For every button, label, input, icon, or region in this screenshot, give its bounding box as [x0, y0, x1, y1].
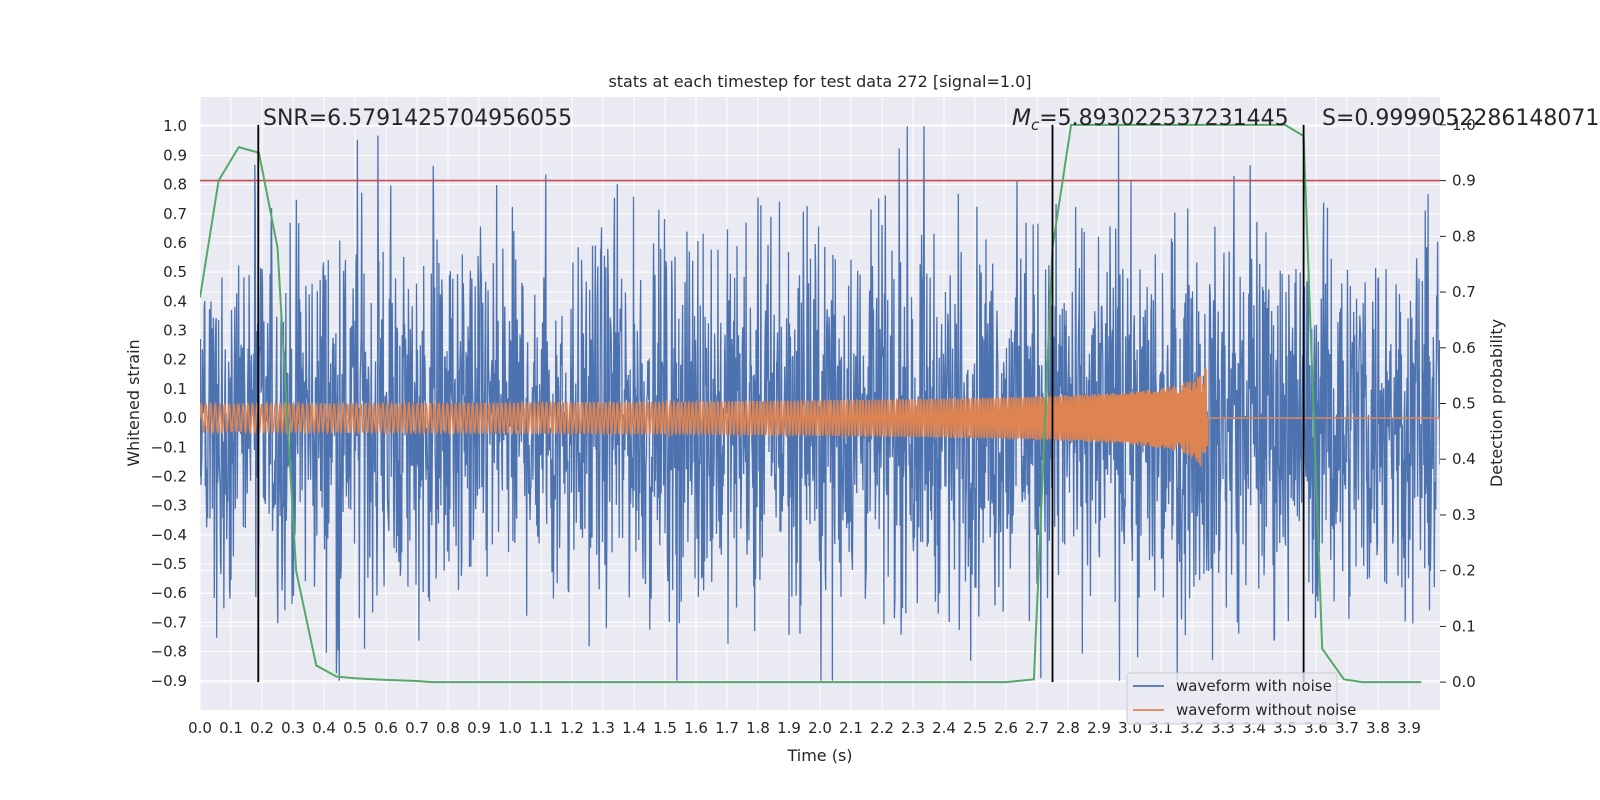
x-tick-label: 0.8: [436, 719, 460, 737]
x-tick-label: 2.5: [963, 719, 987, 737]
y-tick-label: 0.8: [163, 176, 187, 194]
y-tick-label: −0.3: [151, 497, 187, 515]
x-tick-label: 0.4: [312, 719, 336, 737]
x-tick-label: 2.4: [932, 719, 956, 737]
plot-area: [199, 97, 1440, 710]
y-tick-label: 0.6: [163, 234, 187, 252]
y-tick-label: −0.4: [151, 526, 187, 544]
x-tick-label: 1.4: [622, 719, 646, 737]
x-tick-label: 2.1: [839, 719, 863, 737]
x-tick-label: 2.3: [901, 719, 925, 737]
event-vertical-lines: [257, 124, 1305, 683]
x-tick-label: 1.1: [529, 719, 553, 737]
y2-tick-label: 1.0: [1452, 116, 1476, 134]
y-tick-labels: 1.0 0.9 0.8 0.7 0.6 0.5 0.4 0.3 0.2 0.1 0.0 −0.1 −0.…: [151, 117, 187, 690]
x-tick-label: 1.5: [653, 719, 677, 737]
x-tick-label: 0.6: [374, 719, 398, 737]
x-tick-label: 3.7: [1335, 719, 1359, 737]
y-tick-label: −0.7: [151, 613, 187, 631]
y-tick-label: −0.6: [151, 584, 187, 602]
x-tick-label: 0.7: [405, 719, 429, 737]
x-tick-label: 2.7: [1025, 719, 1049, 737]
y-axis-label: Whitened strain: [124, 339, 143, 466]
y2-tick-label: 0.8: [1452, 227, 1476, 245]
x-tick-label: 2.8: [1056, 719, 1080, 737]
x-tick-label: 3.9: [1397, 719, 1421, 737]
x-tick-label: 3.8: [1366, 719, 1390, 737]
x-tick-label: 1.2: [560, 719, 584, 737]
x-tick-label: 0.5: [343, 719, 367, 737]
y-tick-label: 0.4: [163, 292, 187, 310]
y2-tick-label: 0.4: [1452, 450, 1476, 468]
y-tick-label: 0.1: [163, 380, 187, 398]
y2-tick-labels: 1.0 0.9 0.8 0.7 0.6 0.5 0.4 0.3 0.2 0.1 0.0: [1440, 116, 1476, 691]
y2-tick-label: 0.0: [1452, 673, 1476, 691]
x-tick-label: 1.8: [746, 719, 770, 737]
y2-tick-label: 0.1: [1452, 617, 1476, 635]
chirp-mass-subscript: c: [1031, 116, 1040, 134]
y-tick-label: 1.0: [163, 117, 187, 135]
x-tick-label: 2.6: [994, 719, 1018, 737]
y-tick-label: 0.3: [163, 322, 187, 340]
x-tick-label: 0.2: [250, 719, 274, 737]
chirp-mass-symbol: M: [1012, 106, 1031, 131]
y-tick-label: 0.2: [163, 351, 187, 369]
chart-title: stats at each timestep for test data 272…: [608, 72, 1031, 91]
snr-annotation: SNR=6.5791425704956055: [263, 106, 572, 131]
legend: waveform with noise waveform without noi…: [1126, 672, 1356, 725]
legend-box: [1126, 672, 1338, 725]
x-tick-label: 1.6: [684, 719, 708, 737]
y2-tick-label: 0.2: [1452, 562, 1476, 580]
x-tick-label: 1.3: [591, 719, 615, 737]
y-tick-label: −0.2: [151, 467, 187, 485]
x-tick-label: 0.1: [219, 719, 243, 737]
y2-tick-label: 0.5: [1452, 395, 1476, 413]
waveform-without-noise-line: [200, 368, 1440, 467]
x-tick-label: 1.7: [715, 719, 739, 737]
x-tick-label: 0.0: [188, 719, 212, 737]
score-annotation: S=0.9999052286148071: [1322, 106, 1599, 131]
y-tick-label: 0.9: [163, 146, 187, 164]
y-tick-label: 0.0: [163, 409, 187, 427]
x-tick-label: 0.9: [467, 719, 491, 737]
y-tick-label: −0.8: [151, 643, 187, 661]
y-tick-label: 0.7: [163, 205, 187, 223]
x-tick-label: 2.2: [870, 719, 894, 737]
y-tick-label: −0.9: [151, 672, 187, 690]
y-tick-label: −0.1: [151, 438, 187, 456]
x-tick-label: 2.9: [1087, 719, 1111, 737]
x-tick-label: 0.3: [281, 719, 305, 737]
chirp-mass-value: =5.893022537231445: [1039, 106, 1288, 131]
legend-label-noise: waveform with noise: [1176, 677, 1332, 695]
y2-axis-label: Detection probability: [1487, 319, 1506, 487]
y2-tick-label: 0.3: [1452, 506, 1476, 524]
x-tick-label: 1.9: [777, 719, 801, 737]
y2-tick-label: 0.7: [1452, 283, 1476, 301]
y2-tick-label: 0.9: [1452, 172, 1476, 190]
x-tick-label: 2.0: [808, 719, 832, 737]
detection-probability-line: [200, 123, 1422, 684]
x-axis-label: Time (s): [786, 746, 852, 765]
x-tick-label: 1.0: [498, 719, 522, 737]
y-tick-label: 0.5: [163, 263, 187, 281]
y2-tick-label: 0.6: [1452, 339, 1476, 357]
legend-label-clean: waveform without noise: [1176, 701, 1356, 719]
chirp-mass-annotation: Mc=5.893022537231445: [1012, 106, 1289, 134]
y-tick-label: −0.5: [151, 555, 187, 573]
